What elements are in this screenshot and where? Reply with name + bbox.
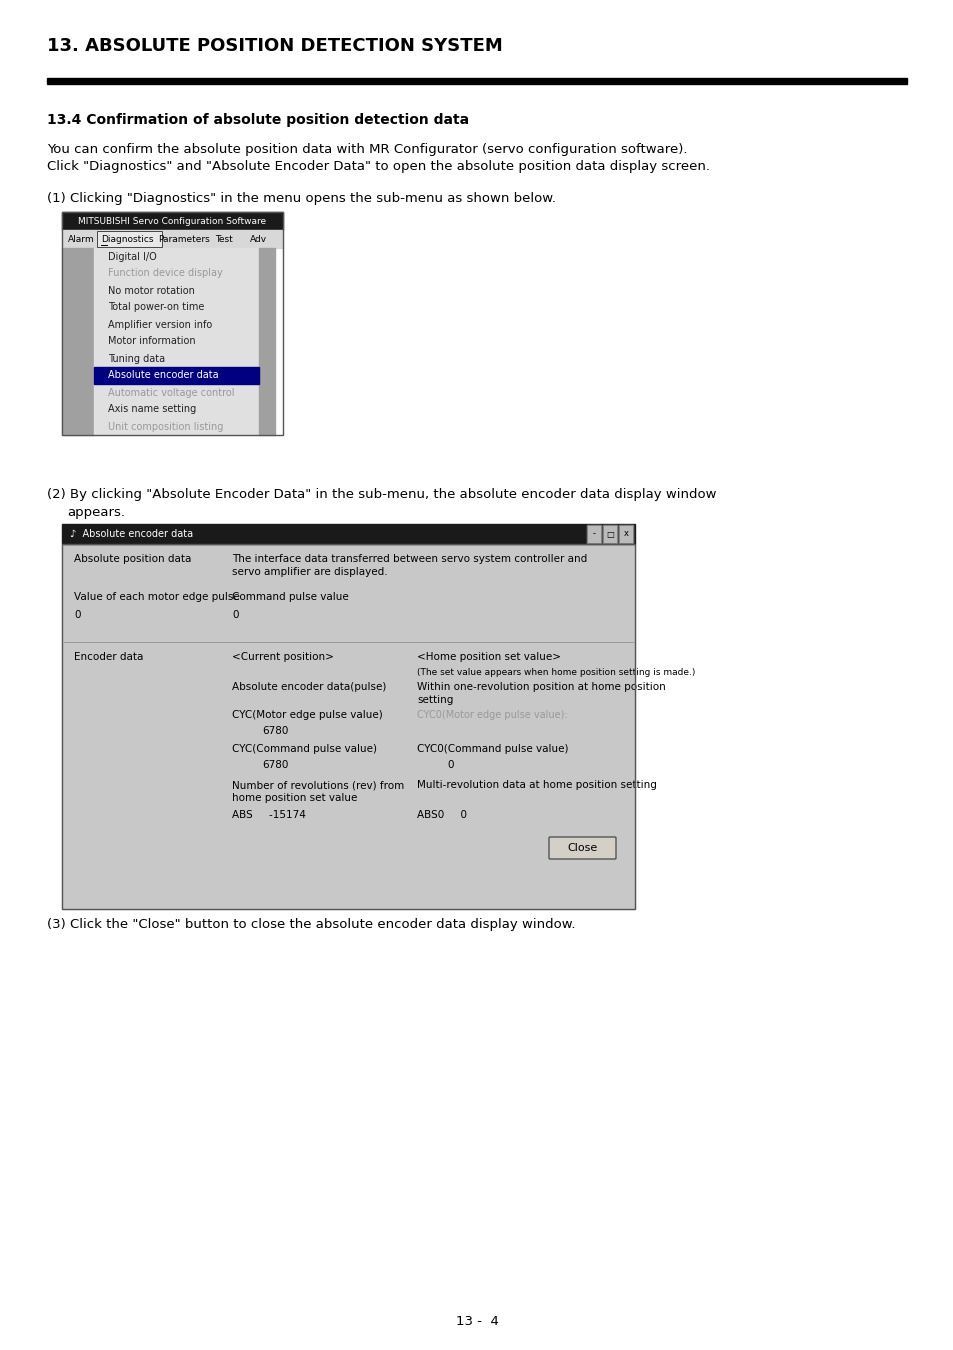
Bar [586,525,600,543]
Bar [62,212,283,435]
Text: Automatic voltage control: Automatic voltage control [108,387,234,397]
Bar [258,248,274,435]
Text: Multi-revolution data at home position setting: Multi-revolution data at home position s… [416,780,657,790]
Text: 0: 0 [232,610,238,620]
Text: 13 -  4: 13 - 4 [456,1315,497,1328]
Bar [618,525,633,543]
FancyBboxPatch shape [548,837,616,859]
Bar [618,525,633,543]
Text: You can confirm the absolute position data with MR Configurator (servo configura: You can confirm the absolute position da… [47,143,687,157]
Text: Close: Close [567,842,597,853]
Text: Diagnostics: Diagnostics [101,235,153,243]
Bar [62,524,635,544]
Text: 13. ABSOLUTE POSITION DETECTION SYSTEM: 13. ABSOLUTE POSITION DETECTION SYSTEM [47,36,502,55]
Bar [586,525,600,543]
Text: Digital I/O: Digital I/O [108,251,156,262]
Bar [47,78,906,84]
Bar [62,248,94,435]
Text: Command pulse value: Command pulse value [232,593,349,602]
Text: 6780: 6780 [262,760,288,770]
Text: CYC0(Motor edge pulse value):: CYC0(Motor edge pulse value): [416,710,567,720]
Bar [602,525,617,543]
Bar [94,248,258,435]
Text: Unit composition listing: Unit composition listing [108,421,223,432]
Text: CYC0(Command pulse value): CYC0(Command pulse value) [416,744,568,755]
Text: 0: 0 [74,610,80,620]
Bar [97,231,162,247]
Text: Absolute encoder data(pulse): Absolute encoder data(pulse) [232,682,386,693]
Text: ABS0     0: ABS0 0 [416,810,467,819]
Text: 13.4 Confirmation of absolute position detection data: 13.4 Confirmation of absolute position d… [47,113,469,127]
Text: CYC(Motor edge pulse value): CYC(Motor edge pulse value) [232,710,382,720]
Text: home position set value: home position set value [232,792,357,803]
Text: Encoder data: Encoder data [74,652,143,662]
Text: Amplifier version info: Amplifier version info [108,320,212,329]
Bar [62,230,283,248]
Text: servo amplifier are displayed.: servo amplifier are displayed. [232,567,387,576]
Text: □: □ [605,529,614,539]
Text: MITSUBISHI Servo Configuration Software: MITSUBISHI Servo Configuration Software [78,216,266,225]
Bar [62,212,283,230]
Bar [62,544,635,909]
Bar [94,367,258,383]
Text: (3) Click the "Close" button to close the absolute encoder data display window.: (3) Click the "Close" button to close th… [47,918,575,932]
Text: Total power-on time: Total power-on time [108,302,204,312]
Text: Function device display: Function device display [108,269,222,278]
Text: <Home position set value>: <Home position set value> [416,652,560,662]
Text: setting: setting [416,695,453,705]
Text: Alarm: Alarm [68,235,94,243]
Text: -: - [592,529,595,539]
Text: (1) Clicking "Diagnostics" in the menu opens the sub-menu as shown below.: (1) Clicking "Diagnostics" in the menu o… [47,192,556,205]
Text: Absolute position data: Absolute position data [74,554,192,564]
Text: Value of each motor edge pulse: Value of each motor edge pulse [74,593,239,602]
Text: No motor rotation: No motor rotation [108,285,194,296]
Text: appears.: appears. [67,506,125,518]
Text: Number of revolutions (rev) from: Number of revolutions (rev) from [232,780,404,790]
Text: 0: 0 [447,760,453,770]
Text: <Current position>: <Current position> [232,652,334,662]
Bar [97,231,162,247]
Text: Test: Test [214,235,233,243]
Text: Within one-revolution position at home position: Within one-revolution position at home p… [416,682,665,693]
Text: Tuning data: Tuning data [108,354,165,363]
Text: (2) By clicking "Absolute Encoder Data" in the sub-menu, the absolute encoder da: (2) By clicking "Absolute Encoder Data" … [47,487,716,501]
Bar [602,525,617,543]
Text: (The set value appears when home position setting is made.): (The set value appears when home positio… [416,668,695,676]
Text: Axis name setting: Axis name setting [108,405,196,414]
Text: x: x [623,529,628,539]
Text: Click "Diagnostics" and "Absolute Encoder Data" to open the absolute position da: Click "Diagnostics" and "Absolute Encode… [47,161,709,173]
Text: Absolute encoder data: Absolute encoder data [108,370,218,381]
Text: Adv: Adv [250,235,267,243]
Text: ♪  Absolute encoder data: ♪ Absolute encoder data [70,529,193,539]
Bar [62,544,635,909]
Text: ABS     -15174: ABS -15174 [232,810,306,819]
Text: Parameters: Parameters [158,235,210,243]
Text: CYC(Command pulse value): CYC(Command pulse value) [232,744,376,755]
Text: 6780: 6780 [262,726,288,736]
Text: The interface data transferred between servo system controller and: The interface data transferred between s… [232,554,587,564]
Text: Motor information: Motor information [108,336,195,347]
